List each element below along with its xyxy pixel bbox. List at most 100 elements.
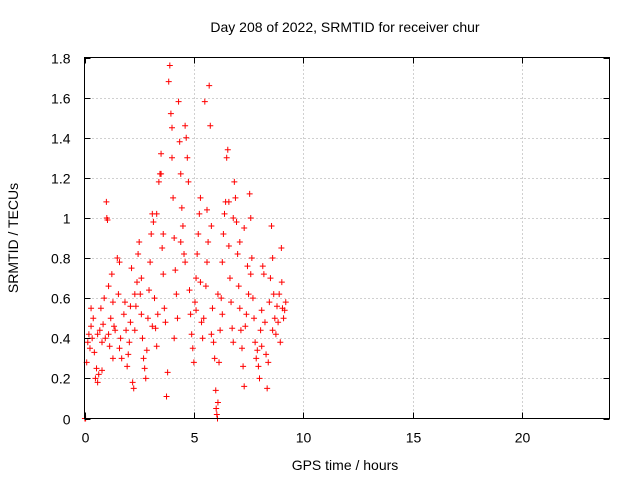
- data-point: [114, 255, 121, 262]
- data-point: [197, 194, 204, 201]
- data-point: [139, 335, 146, 342]
- data-point: [120, 311, 127, 318]
- data-point: [196, 210, 203, 217]
- data-point: [161, 305, 168, 312]
- data-point: [117, 335, 124, 342]
- data-point: [257, 327, 264, 334]
- data-point: [169, 124, 175, 131]
- data-point: [177, 239, 184, 246]
- data-point: [260, 271, 267, 278]
- data-point: [204, 259, 210, 266]
- data-point: [259, 263, 266, 270]
- data-point: [150, 218, 157, 225]
- data-point: [269, 255, 276, 262]
- x-tick-label: 15: [406, 430, 422, 446]
- data-point: [105, 283, 112, 290]
- data-point: [187, 311, 194, 318]
- data-point: [171, 235, 178, 241]
- data-point: [258, 343, 265, 350]
- data-point: [249, 295, 256, 302]
- data-point: [92, 375, 99, 382]
- data-point: [208, 331, 215, 338]
- data-point: [213, 411, 220, 418]
- data-point: [149, 323, 156, 330]
- x-tick-label: 5: [191, 430, 199, 446]
- data-point: [106, 343, 113, 350]
- data-point: [228, 299, 235, 306]
- data-point: [186, 287, 193, 294]
- data-point: [166, 62, 173, 69]
- data-point: [230, 214, 237, 221]
- data-point: [200, 315, 207, 322]
- data-point: [253, 355, 260, 362]
- data-point: [155, 178, 162, 185]
- data-point: [255, 363, 262, 370]
- data-point: [137, 291, 144, 298]
- data-point: [125, 351, 132, 358]
- data-point: [265, 359, 272, 366]
- data-point: [278, 245, 285, 252]
- data-point: [264, 385, 271, 392]
- data-point: [127, 319, 134, 326]
- data-point: [236, 305, 243, 312]
- data-point: [108, 271, 115, 278]
- data-point: [111, 323, 118, 330]
- data-point: [162, 319, 169, 326]
- data-point: [274, 303, 280, 310]
- plot-frame: [84, 57, 610, 419]
- y-tick-label: 0.2: [51, 371, 71, 387]
- data-point: [188, 331, 195, 338]
- data-point: [226, 275, 233, 282]
- data-point: [205, 239, 212, 246]
- data-point: [214, 399, 221, 406]
- data-point: [225, 198, 232, 205]
- data-point: [183, 134, 190, 141]
- data-point: [242, 323, 249, 330]
- grid-lines: [84, 57, 610, 419]
- data-point: [224, 146, 231, 153]
- data-point: [112, 327, 119, 334]
- data-point: [171, 335, 178, 342]
- data-point: [105, 331, 112, 338]
- data-point: [177, 170, 184, 177]
- data-point: [278, 279, 285, 286]
- data-point: [153, 343, 160, 350]
- data-point: [248, 255, 255, 262]
- y-tick-label: 1.6: [51, 91, 71, 107]
- data-point: [212, 387, 219, 394]
- data-point: [213, 405, 220, 412]
- data-point: [88, 323, 95, 330]
- data-point: [241, 383, 248, 390]
- x-axis-label: GPS time / hours: [292, 457, 399, 473]
- data-point: [195, 230, 202, 237]
- data-point: [164, 369, 171, 376]
- data-point: [230, 339, 237, 346]
- y-tick-label: 0.4: [51, 331, 71, 347]
- data-point: [244, 263, 251, 270]
- data-point: [275, 319, 282, 326]
- data-point: [146, 287, 153, 294]
- data-point: [178, 204, 185, 211]
- data-point: [99, 367, 105, 374]
- data-point: [127, 303, 134, 310]
- data-point: [270, 291, 277, 298]
- data-point: [202, 283, 209, 290]
- data-point: [225, 243, 232, 250]
- data-point: [134, 279, 140, 286]
- chart-title: Day 208 of 2022, SRMTID for receiver chu…: [210, 19, 480, 35]
- data-point: [85, 331, 92, 338]
- data-point: [152, 325, 159, 332]
- data-point: [220, 230, 227, 237]
- data-point: [216, 359, 223, 366]
- data-point: [241, 224, 248, 231]
- data-point: [151, 295, 158, 302]
- y-tick-label: 0: [63, 412, 71, 428]
- data-point: [209, 305, 216, 312]
- data-point: [219, 259, 226, 266]
- data-point: [252, 339, 259, 346]
- data-point: [239, 345, 245, 352]
- data-point: [261, 319, 268, 326]
- data-point: [84, 339, 91, 346]
